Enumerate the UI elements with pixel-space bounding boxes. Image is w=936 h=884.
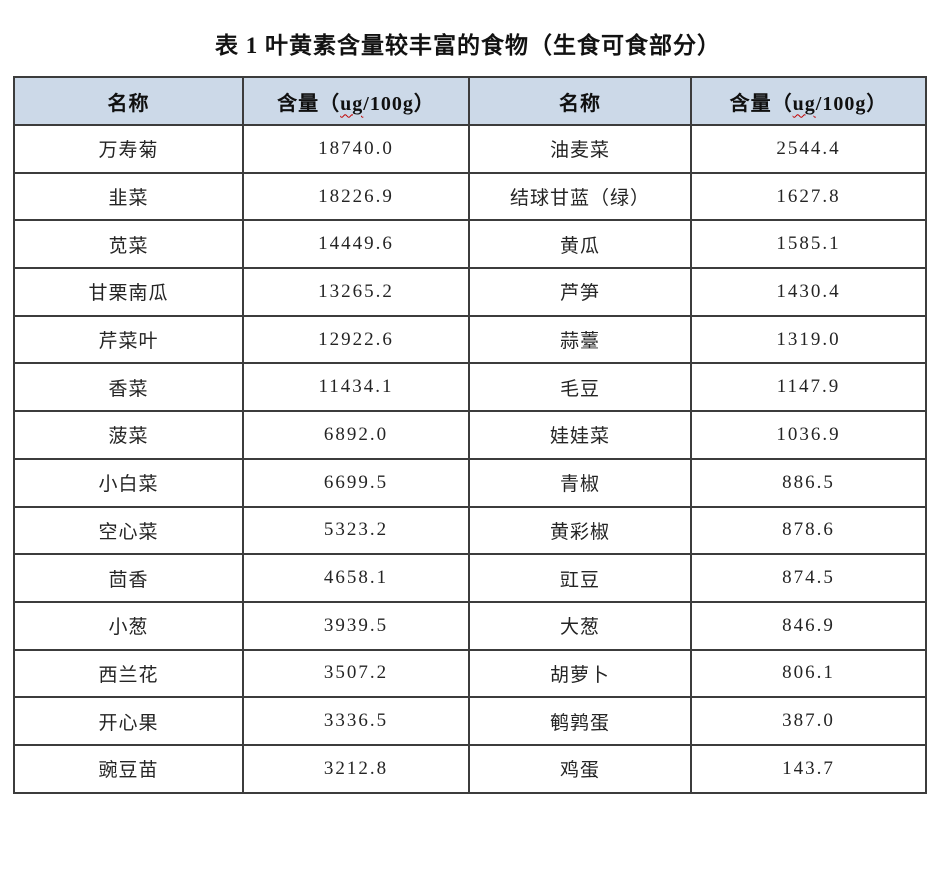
food-name-cell: 蒜薹 [468,314,692,365]
table-row: 小白菜 6699.5 青椒 886.5 [13,457,927,508]
table-row: 豌豆苗 3212.8 鸡蛋 143.7 [13,743,927,794]
food-name-cell: 苋菜 [13,219,244,270]
content-value-cell: 1319.0 [690,314,927,365]
content-value-cell: 6892.0 [242,410,470,460]
table-row: 开心果 3336.5 鹌鹑蛋 387.0 [13,696,927,746]
column-header-name-right: 名称 [468,76,692,126]
content-value-cell: 1147.9 [690,362,927,413]
food-name-cell: 胡萝卜 [468,648,692,699]
content-value-cell: 3507.2 [242,648,470,699]
content-value-cell: 878.6 [690,505,927,556]
content-value-cell: 1036.9 [690,410,927,460]
food-name-cell: 黄瓜 [468,219,692,270]
table-row: 韭菜 18226.9 结球甘蓝（绿） 1627.8 [13,171,927,222]
column-header-name-left: 名称 [13,76,244,126]
content-value-cell: 874.5 [690,553,927,603]
food-name-cell: 黄彩椒 [468,505,692,556]
column-header-amount-left: 含量（ug/100g） [242,76,470,126]
amount-label-prefix: 含量（ [729,92,793,115]
table-row: 茴香 4658.1 豇豆 874.5 [13,553,927,603]
content-value-cell: 6699.5 [242,457,470,508]
food-name-cell: 结球甘蓝（绿） [468,171,692,222]
food-name-cell: 小白菜 [13,457,244,508]
food-name-cell: 豌豆苗 [13,743,244,794]
column-header-amount-right: 含量（ug/100g） [690,76,927,126]
food-name-cell: 开心果 [13,696,244,746]
table-row: 芹菜叶 12922.6 蒜薹 1319.0 [13,314,927,365]
food-name-cell: 甘栗南瓜 [13,267,244,317]
amount-unit-spellcheck: ug [792,92,816,115]
food-name-cell: 大葱 [468,600,692,651]
content-value-cell: 143.7 [690,743,927,794]
food-name-cell: 茴香 [13,553,244,603]
food-name-cell: 芦笋 [468,267,692,317]
food-name-cell: 菠菜 [13,410,244,460]
content-value-cell: 12922.6 [242,314,470,365]
food-name-cell: 空心菜 [13,505,244,556]
content-value-cell: 4658.1 [242,553,470,603]
food-name-cell: 鸡蛋 [468,743,692,794]
content-value-cell: 1430.4 [690,267,927,317]
table-row: 万寿菊 18740.0 油麦菜 2544.4 [13,124,927,174]
table-row: 西兰花 3507.2 胡萝卜 806.1 [13,648,927,699]
food-name-cell: 鹌鹑蛋 [468,696,692,746]
food-name-cell: 香菜 [13,362,244,413]
content-value-cell: 18740.0 [242,124,470,174]
food-name-cell: 小葱 [13,600,244,651]
content-value-cell: 1627.8 [690,171,927,222]
table-row: 空心菜 5323.2 黄彩椒 878.6 [13,505,927,556]
content-value-cell: 886.5 [690,457,927,508]
food-name-cell: 西兰花 [13,648,244,699]
content-value-cell: 3939.5 [242,600,470,651]
amount-label-suffix: /100g） [815,92,888,115]
table-row: 菠菜 6892.0 娃娃菜 1036.9 [13,410,927,460]
table-row: 小葱 3939.5 大葱 846.9 [13,600,927,651]
amount-unit-spellcheck: ug [340,92,364,115]
food-name-cell: 韭菜 [13,171,244,222]
food-name-cell: 豇豆 [468,553,692,603]
food-name-cell: 毛豆 [468,362,692,413]
header-row: 名称 含量（ug/100g） 名称 含量（ug/100g） [13,76,927,126]
food-name-cell: 娃娃菜 [468,410,692,460]
lutein-content-table: 名称 含量（ug/100g） 名称 含量（ug/100g） 万寿菊 18740.… [13,76,927,794]
table-caption: 表 1 叶黄素含量较丰富的食物（生食可食部分） [215,33,721,58]
food-name-cell: 万寿菊 [13,124,244,174]
table-row: 香菜 11434.1 毛豆 1147.9 [13,362,927,413]
amount-label-suffix: /100g） [363,92,435,115]
content-value-cell: 13265.2 [242,267,470,317]
content-value-cell: 3336.5 [242,696,470,746]
food-name-cell: 芹菜叶 [13,314,244,365]
table-row: 苋菜 14449.6 黄瓜 1585.1 [13,219,927,270]
content-value-cell: 1585.1 [690,219,927,270]
food-name-cell: 油麦菜 [468,124,692,174]
content-value-cell: 5323.2 [242,505,470,556]
content-value-cell: 387.0 [690,696,927,746]
food-name-cell: 青椒 [468,457,692,508]
amount-label-prefix: 含量（ [277,92,341,115]
content-value-cell: 806.1 [690,648,927,699]
content-value-cell: 3212.8 [242,743,470,794]
content-value-cell: 18226.9 [242,171,470,222]
content-value-cell: 11434.1 [242,362,470,413]
content-value-cell: 2544.4 [690,124,927,174]
content-value-cell: 14449.6 [242,219,470,270]
content-value-cell: 846.9 [690,600,927,651]
table-row: 甘栗南瓜 13265.2 芦笋 1430.4 [13,267,927,317]
